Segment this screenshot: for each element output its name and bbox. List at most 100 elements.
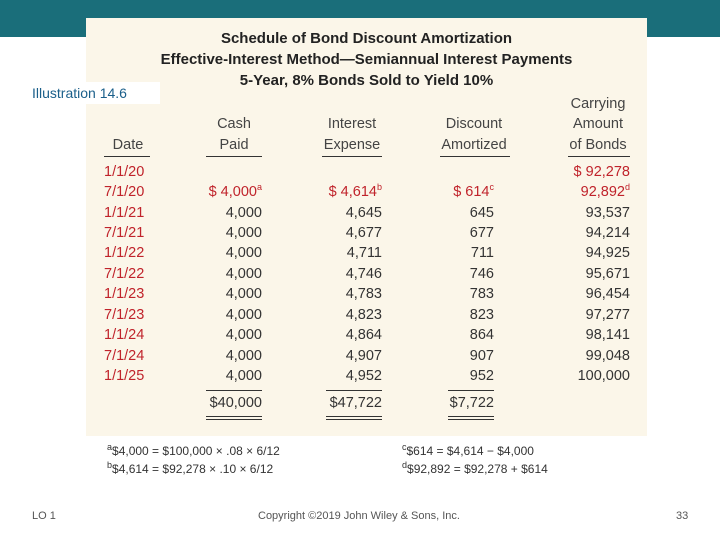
row-interest: $ 4,614b: [310, 182, 382, 202]
row-cash: 4,000: [225, 327, 262, 343]
row-interest: 4,711: [346, 245, 382, 261]
superscript-d: d: [624, 182, 630, 193]
row-cash: 4,000: [225, 348, 262, 364]
total-rule-cash: [206, 390, 262, 391]
row-date: 7/1/20: [104, 184, 145, 200]
row-date: 1/1/25: [104, 368, 145, 384]
header-cash-2: Paid: [219, 137, 249, 153]
row-interest: 4,746: [345, 266, 382, 282]
footnote-a-marker: a: [107, 442, 113, 452]
header-cash-1: Cash: [217, 116, 251, 132]
table-subtitle-2: 5-Year, 8% Bonds Sold to Yield 10%: [239, 72, 494, 89]
row-discount: 907: [469, 348, 494, 364]
total-rule-interest: [326, 390, 382, 391]
footnote-a-text: $4,000 = $100,000 × .08 × 6/12: [112, 444, 280, 458]
row-carrying: 98,141: [585, 327, 630, 343]
row-date: 1/1/24: [104, 327, 145, 343]
header-rule-cash: [206, 156, 262, 157]
table-title: Schedule of Bond Discount Amortization: [220, 30, 513, 47]
total-interest: $47,722: [329, 395, 382, 411]
row-discount: 864: [469, 327, 494, 343]
row-cash: 4,000: [225, 245, 262, 261]
total-double-rule-discount-2: [448, 419, 494, 420]
row-carrying: $ 92,278: [573, 164, 630, 180]
row-date: 1/1/21: [104, 205, 145, 221]
footnote-c: c$614 = $4,614 − $4,000: [402, 443, 534, 459]
row-discount: $ 614c: [430, 182, 494, 202]
schedule-panel: [86, 18, 647, 436]
header-interest-2: Expense: [323, 137, 381, 153]
row-date: 7/1/24: [104, 348, 145, 364]
header-date: Date: [112, 137, 144, 153]
row-cash-value: $ 4,000: [208, 184, 257, 200]
header-rule-discount: [440, 156, 510, 157]
header-rule-date: [104, 156, 150, 157]
illustration-label: Illustration 14.6: [28, 82, 160, 104]
total-double-rule-cash-2: [206, 419, 262, 420]
footnote-d-text: $92,892 = $92,278 + $614: [407, 462, 548, 476]
row-discount: 677: [469, 225, 494, 241]
row-carrying: 95,671: [585, 266, 630, 282]
footnote-d: d$92,892 = $92,278 + $614: [402, 460, 548, 477]
row-cash: 4,000: [225, 368, 262, 384]
row-carrying: 94,214: [585, 225, 630, 241]
row-carrying: 96,454: [585, 286, 630, 302]
row-carrying: 94,925: [585, 245, 630, 261]
row-cash: 4,000: [225, 307, 262, 323]
row-carrying-value: 92,892: [580, 184, 625, 200]
header-discount-2: Amortized: [441, 137, 507, 153]
total-double-rule-interest-1: [326, 416, 382, 417]
footnote-d-marker: d: [402, 460, 408, 470]
row-date: 7/1/23: [104, 307, 145, 323]
row-cash: 4,000: [225, 266, 262, 282]
row-interest: 4,645: [345, 205, 382, 221]
row-carrying: 99,048: [585, 348, 630, 364]
footnote-c-text: $614 = $4,614 − $4,000: [406, 444, 534, 458]
header-carrying-1: Carrying: [570, 96, 626, 112]
row-discount: 783: [469, 286, 494, 302]
row-cash: $ 4,000a: [190, 182, 262, 202]
row-interest: 4,677: [345, 225, 382, 241]
row-discount: 952: [469, 368, 494, 384]
row-cash: 4,000: [225, 286, 262, 302]
page-number: 33: [676, 510, 689, 522]
footnote-b-marker: b: [107, 460, 113, 470]
row-discount: 645: [469, 205, 494, 221]
row-discount: 711: [470, 245, 494, 261]
footnote-b-text: $4,614 = $92,278 × .10 × 6/12: [112, 462, 274, 476]
row-discount-value: $ 614: [453, 184, 490, 200]
total-cash: $40,000: [209, 395, 262, 411]
copyright: Copyright ©2019 John Wiley & Sons, Inc.: [258, 510, 460, 522]
row-cash: 4,000: [225, 225, 262, 241]
header-discount-1: Discount: [445, 116, 503, 132]
row-discount: 823: [469, 307, 494, 323]
row-carrying: 92,892d: [550, 182, 630, 202]
row-interest: 4,783: [345, 286, 382, 302]
row-carrying: 100,000: [577, 368, 630, 384]
row-interest: 4,864: [345, 327, 382, 343]
superscript-c: c: [489, 182, 495, 193]
row-date: 1/1/20: [104, 164, 145, 180]
superscript-b: b: [376, 182, 382, 193]
total-double-rule-discount-1: [448, 416, 494, 417]
row-interest-value: $ 4,614: [328, 184, 377, 200]
header-carrying-3: of Bonds: [569, 137, 627, 153]
row-date: 7/1/21: [104, 225, 145, 241]
row-discount: 746: [469, 266, 494, 282]
learning-objective: LO 1: [32, 510, 56, 522]
header-interest-1: Interest: [327, 116, 377, 132]
row-interest: 4,907: [345, 348, 382, 364]
row-carrying: 93,537: [585, 205, 630, 221]
superscript-a: a: [256, 182, 262, 193]
row-date: 1/1/23: [104, 286, 145, 302]
row-carrying: 97,277: [585, 307, 630, 323]
row-date: 7/1/22: [104, 266, 145, 282]
row-date: 1/1/22: [104, 245, 145, 261]
header-rule-interest: [322, 156, 382, 157]
footnote-b: b$4,614 = $92,278 × .10 × 6/12: [107, 460, 274, 477]
total-discount: $7,722: [449, 395, 494, 411]
footnote-a: a$4,000 = $100,000 × .08 × 6/12: [107, 442, 280, 459]
table-subtitle: Effective-Interest Method—Semiannual Int…: [160, 51, 573, 68]
row-interest: 4,823: [345, 307, 382, 323]
total-double-rule-interest-2: [326, 419, 382, 420]
